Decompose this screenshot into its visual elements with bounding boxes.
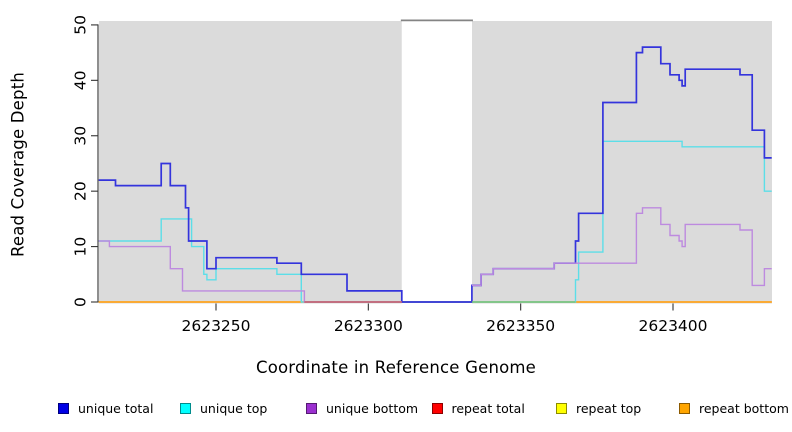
x-axis-title: Coordinate in Reference Genome xyxy=(255,358,537,377)
series-group xyxy=(98,46,772,303)
x-tick-label: 2623400 xyxy=(638,317,707,335)
series-unique-bottom xyxy=(98,240,402,303)
y-tick-label: 50 xyxy=(72,15,90,35)
x-tick-label: 2623350 xyxy=(486,317,555,335)
series-unique-top xyxy=(98,140,772,303)
series-unique-bottom xyxy=(471,207,772,287)
x-axis: 2623250 2623300 2623350 2623400 xyxy=(181,303,708,335)
plot-background-left xyxy=(99,21,402,304)
x-tick-label: 2623300 xyxy=(334,317,403,335)
y-tick-label: 20 xyxy=(72,181,90,201)
x-tick-label: 2623250 xyxy=(181,317,250,335)
y-tick-label: 40 xyxy=(72,70,90,90)
y-tick-label: 0 xyxy=(72,297,90,307)
y-tick-label: 10 xyxy=(72,237,90,257)
y-tick-label: 30 xyxy=(72,126,90,146)
y-axis-title: Read Coverage Depth xyxy=(8,71,28,258)
y-axis: 0 10 20 30 40 50 xyxy=(72,15,99,307)
no-data-gap xyxy=(401,21,472,304)
plot-background-right xyxy=(471,21,772,304)
